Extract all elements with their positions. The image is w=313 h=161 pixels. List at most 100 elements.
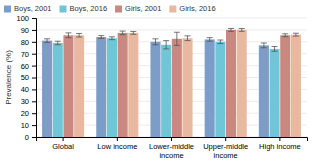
y-tick-label: 20: [21, 109, 29, 118]
legend-label: Boys, 2016: [70, 4, 108, 13]
bar: [183, 38, 193, 137]
y-tick-mark: [32, 54, 36, 55]
error-bar: [152, 39, 158, 45]
chart: 0 10 20 30 40 50 60 70 80 90 100 Global Low income Lo…: [0, 0, 313, 161]
legend-item: Girls, 2001: [115, 4, 161, 13]
y-tick-mark: [32, 42, 36, 43]
bar: [280, 35, 290, 137]
x-tick-mark: [171, 137, 172, 141]
y-tick: 10: [21, 121, 36, 130]
y-tick: 60: [21, 62, 36, 71]
y-tick: 90: [21, 26, 36, 35]
y-tick-label: 90: [21, 26, 29, 35]
y-tick: 100: [16, 14, 36, 23]
bar: [63, 35, 73, 137]
x-tick-label: High income: [259, 142, 301, 151]
series: [63, 28, 290, 137]
bar: [226, 30, 236, 137]
plot-area: 0 10 20 30 40 50 60 70 80 90 100 Global Low income Lo…: [16, 14, 307, 160]
y-tick-mark: [32, 137, 36, 138]
y-tick: 40: [21, 85, 36, 94]
legend-item: Boys, 2016: [60, 4, 108, 13]
error-bar: [272, 47, 278, 52]
bar: [42, 41, 52, 137]
bar: [270, 49, 280, 137]
x-tick: Low income: [97, 137, 137, 151]
y-tick-label: 50: [21, 73, 29, 82]
legend-swatch: [60, 6, 67, 13]
bar: [118, 33, 128, 137]
y-tick-mark: [32, 66, 36, 67]
y-tick-label: 40: [21, 85, 29, 94]
bar: [150, 42, 160, 137]
grid-line: [36, 18, 307, 19]
legend-item: Boys, 2001: [4, 4, 52, 13]
y-tick-label: 70: [21, 50, 29, 59]
x-tick-label: Lower-middleincome: [149, 142, 194, 159]
bar: [237, 30, 247, 137]
y-tick-label: 30: [21, 97, 29, 106]
legend-label: Boys, 2001: [14, 4, 52, 13]
legend-label: Girls, 2001: [125, 4, 161, 13]
bar: [96, 37, 106, 137]
y-tick-mark: [32, 113, 36, 114]
y-axis-line: [32, 19, 37, 138]
bar: [107, 38, 117, 137]
error-bar: [185, 36, 191, 41]
x-tick-mark: [117, 137, 118, 141]
x-tick-label: Global: [52, 142, 74, 151]
bar: [215, 42, 225, 137]
y-tick-mark: [32, 18, 36, 19]
bar: [291, 35, 301, 137]
bar: [128, 33, 138, 137]
y-tick-mark: [32, 89, 36, 90]
bar: [74, 35, 84, 137]
error-bar: [163, 41, 169, 49]
y-tick-label: 100: [16, 14, 29, 23]
error-bar: [228, 28, 234, 31]
y-tick-mark: [32, 30, 36, 31]
error-bar: [282, 34, 288, 37]
x-tick: High income: [259, 137, 301, 151]
x-tick-label: Low income: [97, 142, 137, 151]
y-tick: 80: [21, 38, 36, 47]
grid-line: [36, 29, 307, 30]
error-bar: [109, 37, 115, 40]
x-tick: Lower-middleincome: [149, 137, 194, 160]
legend-label: Girls, 2016: [179, 4, 215, 13]
x-tick-mark: [279, 137, 280, 141]
error-bar: [65, 33, 71, 38]
y-tick: 0: [25, 133, 36, 142]
x-axis: Global Low income Lower-middleincome Upper-…: [37, 137, 308, 160]
legend-swatch: [169, 6, 176, 13]
x-axis-line: [37, 138, 308, 142]
marks: [42, 28, 301, 137]
bar: [161, 45, 171, 137]
y-axis-title: Prevalence (%): [4, 50, 13, 105]
x-tick-mark: [225, 137, 226, 141]
y-tick-mark: [32, 78, 36, 79]
y-tick-label: 0: [25, 133, 29, 142]
y-tick-mark: [32, 125, 36, 126]
x-tick-mark: [63, 137, 64, 141]
y-tick-mark: [32, 101, 36, 102]
bar: [259, 45, 269, 137]
error-bar: [98, 36, 104, 39]
y-tick-label: 10: [21, 121, 29, 130]
error-bar: [293, 33, 299, 36]
bar: [172, 39, 182, 137]
x-tick-label: Upper-middleincome: [203, 142, 248, 159]
series: [74, 28, 301, 137]
y-tick: 70: [21, 50, 36, 59]
grid: [36, 18, 307, 137]
y-tick: 30: [21, 97, 36, 106]
error-bar: [239, 28, 245, 31]
error-bar: [120, 31, 126, 35]
error-bar: [55, 41, 61, 45]
x-tick: Global: [52, 137, 74, 151]
legend-swatch: [4, 6, 11, 13]
y-tick: 50: [21, 73, 36, 82]
error-bar: [261, 43, 267, 48]
error-bar: [44, 39, 50, 43]
y-tick-label: 80: [21, 38, 29, 47]
